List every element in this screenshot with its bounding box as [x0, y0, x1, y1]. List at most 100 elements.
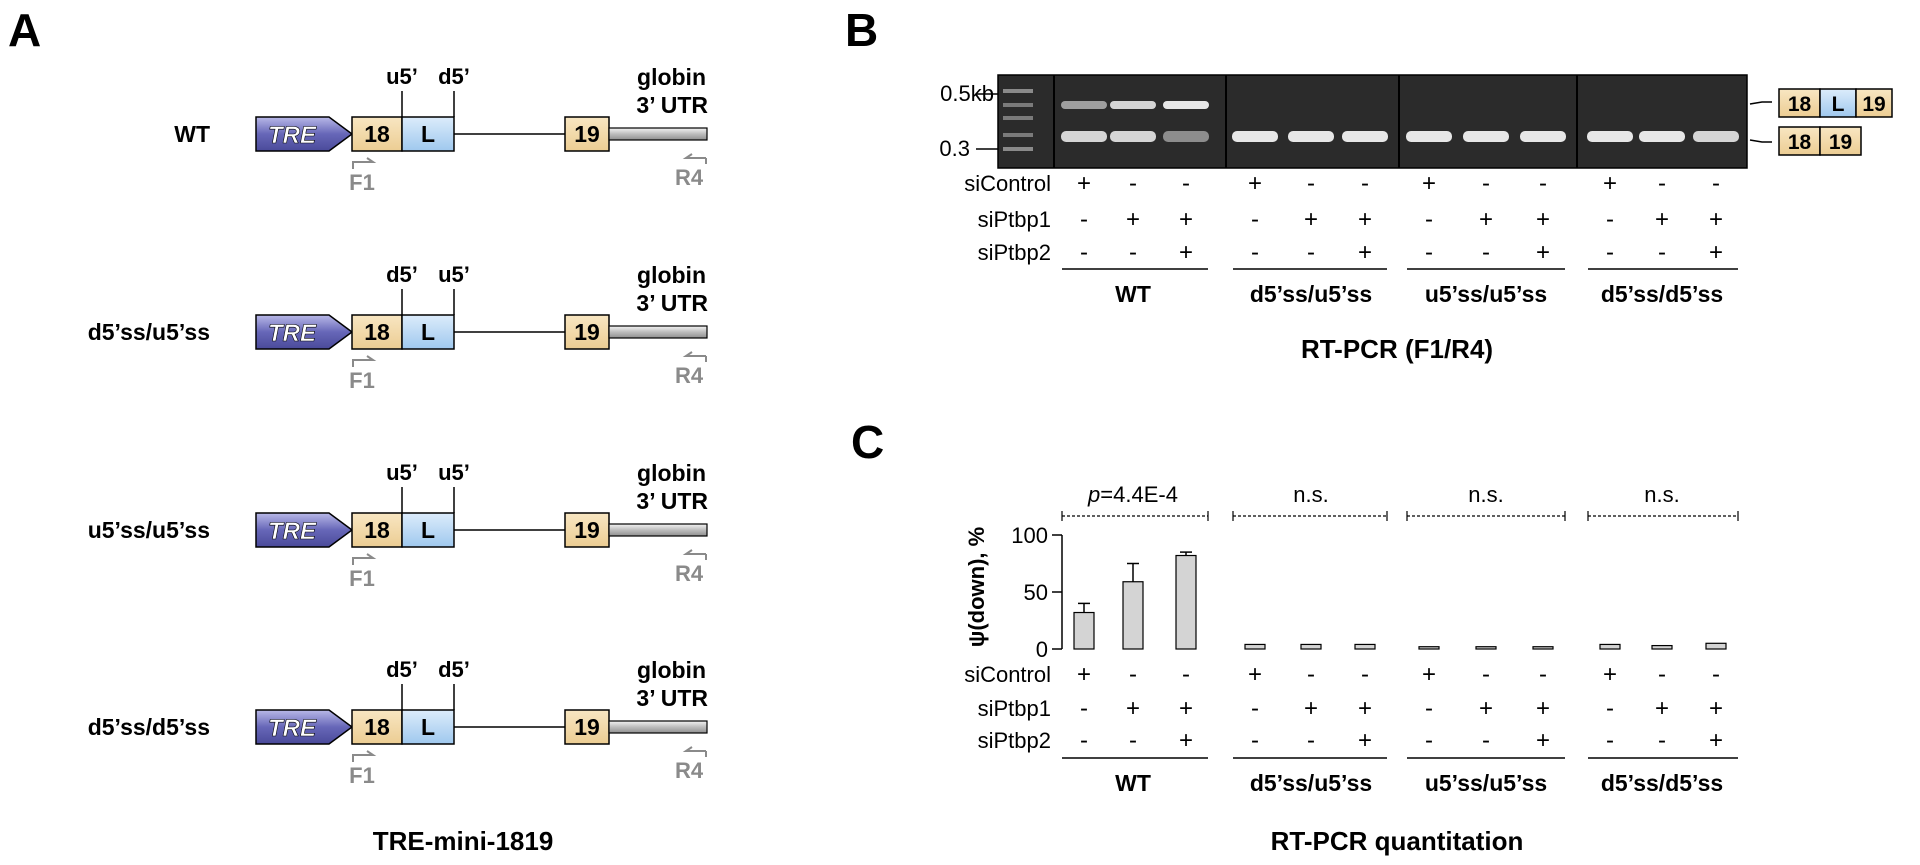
exon-19-label: 19 [574, 121, 600, 147]
group-label: d5’ss/u5’ss [1250, 770, 1372, 796]
globin-utr [608, 523, 708, 537]
condition-sign: + [1358, 727, 1372, 754]
bar [1599, 643, 1621, 650]
tre-promoter [255, 314, 354, 350]
product-long-exon18: 18 [1788, 93, 1812, 116]
primer-f1-label: F1 [349, 566, 375, 591]
condition-sign: + [1603, 170, 1617, 197]
condition-sign: - [1307, 727, 1315, 754]
condition-sign: - [1712, 170, 1720, 197]
condition-sign: + [1709, 727, 1723, 754]
significance-value: n.s. [1293, 482, 1328, 507]
exon-19 [564, 116, 610, 152]
bar [1354, 643, 1376, 650]
condition-sign: + [1536, 206, 1550, 233]
condition-sign: + [1422, 661, 1436, 688]
marker-ladder [1003, 89, 1033, 151]
significance-label: n.s. [1644, 482, 1679, 507]
globin-utr [608, 325, 708, 339]
condition-sign: + [1709, 695, 1723, 722]
construct-name: d5’ss/u5’ss [88, 319, 210, 345]
exon-19 [564, 512, 610, 548]
exon-19 [564, 709, 610, 745]
utr-label-line1: globin [637, 657, 706, 683]
band-upper [1163, 101, 1209, 109]
exon-19-label: 19 [574, 517, 600, 543]
group-label: WT [1115, 281, 1151, 307]
condition-sign: - [1182, 170, 1190, 197]
construct-name: WT [174, 121, 210, 147]
exon-19-label: 19 [574, 319, 600, 345]
condition-sign: + [1077, 661, 1091, 688]
group-label: WT [1115, 770, 1151, 796]
exon-l-label: L [421, 319, 435, 345]
group-label: u5’ss/u5’ss [1425, 770, 1547, 796]
condition-sign: - [1712, 661, 1720, 688]
condition-sign: - [1539, 661, 1547, 688]
condition-sign: - [1129, 170, 1137, 197]
exon-19-label: 19 [574, 714, 600, 740]
condition-sign: + [1422, 170, 1436, 197]
condition-sign: - [1307, 170, 1315, 197]
bar [1651, 644, 1673, 650]
condition-sign: + [1304, 206, 1318, 233]
primer-r4-label: R4 [675, 758, 704, 783]
condition-sign: - [1606, 695, 1614, 722]
row-label-siPtbp1: siPtbp1 [978, 207, 1051, 232]
primer-f1-arrow [352, 553, 377, 565]
condition-sign: + [1077, 170, 1091, 197]
globin-utr [608, 127, 708, 141]
bar [1300, 643, 1322, 650]
bar [1475, 646, 1497, 650]
band-lower [1288, 131, 1334, 142]
splice-site-right-label: d5’ [438, 657, 470, 682]
condition-sign: - [1658, 727, 1666, 754]
condition-sign: + [1655, 206, 1669, 233]
panel-c-caption: RT-PCR quantitation [1271, 826, 1524, 856]
exon-l [401, 512, 455, 548]
row-label-siControl: siControl [964, 171, 1051, 196]
condition-sign: + [1709, 206, 1723, 233]
primer-f1-label: F1 [349, 368, 375, 393]
condition-sign: - [1129, 727, 1137, 754]
panel-a-caption: TRE-mini-1819 [373, 826, 554, 856]
bar [1532, 646, 1554, 650]
band-upper [1110, 101, 1156, 109]
condition-sign: - [1606, 206, 1614, 233]
condition-sign: - [1606, 239, 1614, 266]
condition-sign: - [1425, 239, 1433, 266]
band-lower [1163, 131, 1209, 142]
group-label: d5’ss/d5’ss [1601, 281, 1723, 307]
condition-sign: + [1358, 695, 1372, 722]
row-label-siControl: siControl [964, 662, 1051, 687]
group-label: d5’ss/u5’ss [1250, 281, 1372, 307]
primer-r4-label: R4 [675, 561, 704, 586]
bar-chart: 0 50 100 p=4.4E-4 n.s. n.s. n.s. [1011, 482, 1739, 662]
y-tick-label: 0 [1036, 637, 1048, 662]
tre-label: TRE [268, 518, 317, 545]
utr-label-line1: globin [637, 460, 706, 486]
splice-site-left-label: d5’ [386, 262, 418, 287]
exon-l-label: L [421, 517, 435, 543]
condition-sign: + [1304, 695, 1318, 722]
condition-sign: - [1251, 727, 1259, 754]
condition-sign: - [1129, 239, 1137, 266]
marker-label-bottom: 0.3 [939, 136, 970, 161]
tre-promoter [255, 116, 354, 152]
condition-sign: - [1482, 239, 1490, 266]
utr-label-line2: 3’ UTR [636, 488, 708, 514]
band-lower [1061, 131, 1107, 142]
splice-site-right-label: u5’ [438, 460, 470, 485]
splice-site-left-label: d5’ [386, 657, 418, 682]
primer-f1-arrow [352, 157, 377, 169]
product-short: 18 19 [1778, 126, 1862, 156]
tre-label: TRE [268, 320, 317, 347]
band-lower [1406, 131, 1452, 142]
condition-sign: + [1479, 695, 1493, 722]
condition-sign: - [1251, 695, 1259, 722]
condition-sign: - [1251, 206, 1259, 233]
tre-label: TRE [268, 122, 317, 149]
